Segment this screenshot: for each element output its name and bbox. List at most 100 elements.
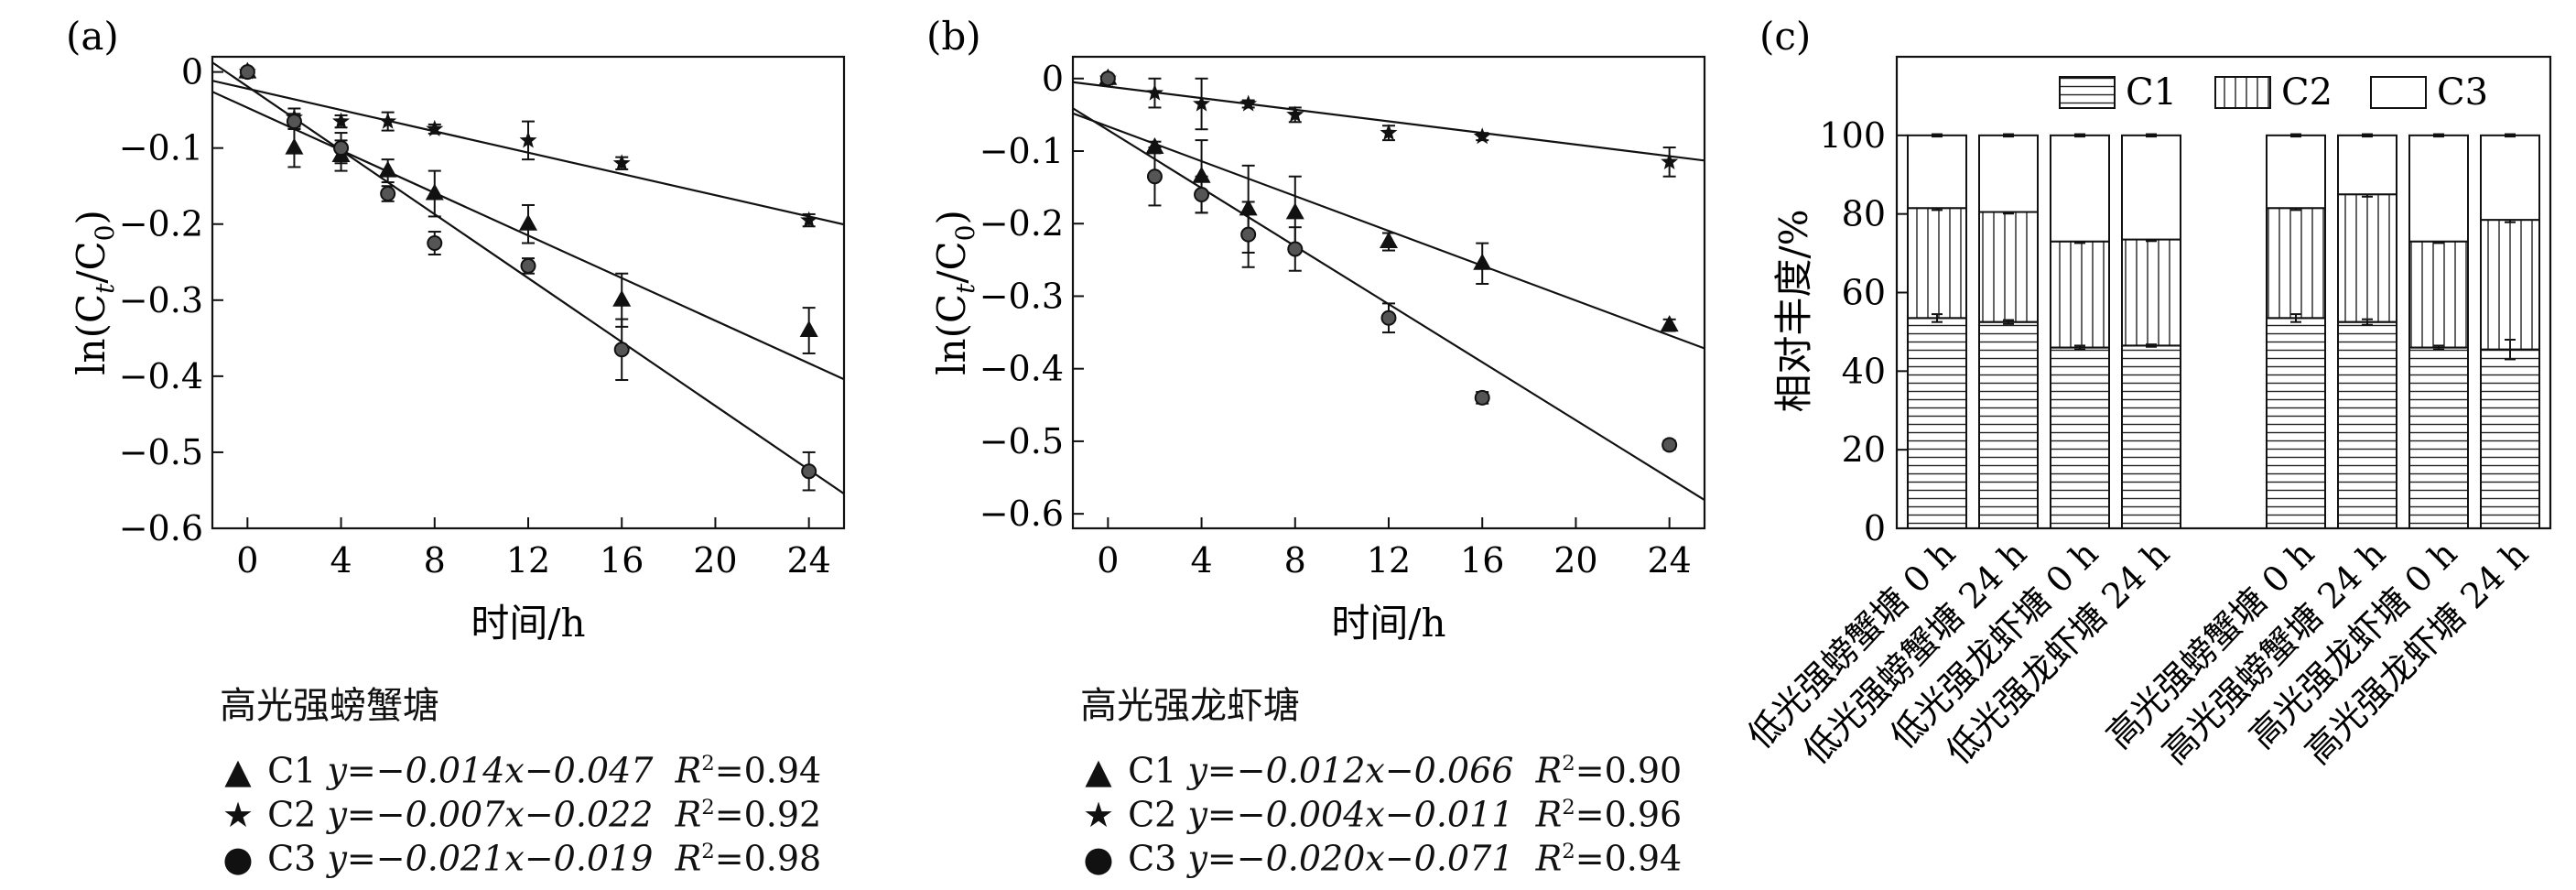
data-point-c2 [1145, 83, 1164, 101]
panel-a-legend-title: 高光强螃蟹塘 [220, 685, 439, 727]
panel-label: (b) [926, 14, 981, 59]
bar-segment-c1 [2480, 348, 2540, 529]
y-axis-label: ln(Ct/C0) [929, 210, 980, 375]
y-tick-label: −0.1 [980, 131, 1064, 171]
legend-equation: y=−0.004x−0.011 [1187, 794, 1514, 835]
data-point-c2 [519, 131, 537, 148]
y-tick-label: 20 [1842, 429, 1886, 470]
bar-segment-c3 [1907, 134, 1967, 210]
data-point-c3 [1474, 389, 1490, 406]
legend-series-name: C2 [1128, 794, 1177, 835]
bar-segment-c1 [2121, 344, 2181, 529]
y-tick-label: 40 [1842, 351, 1886, 391]
data-point-c1 [1380, 232, 1398, 249]
bar-segment-c1 [2050, 346, 2110, 530]
bar-segment-c1 [2266, 317, 2326, 530]
bar-segment-c2 [2121, 238, 2181, 347]
bar-segment-c2 [1978, 211, 2039, 323]
data-point-c3 [1099, 71, 1116, 87]
fit-line-c3 [212, 61, 844, 495]
y-tick-label: −0.2 [119, 204, 203, 244]
x-tick-label: 20 [693, 540, 737, 581]
data-point-c2 [332, 112, 351, 129]
x-axis-label: 时间/h [471, 601, 585, 646]
data-point-c2 [1473, 127, 1491, 145]
legend-r2: 0.90 [1604, 750, 1683, 791]
bar-segment-c3 [1978, 134, 2039, 213]
y-tick-label: −0.5 [980, 421, 1064, 461]
panel-b-legend-title: 高光强龙虾塘 [1080, 685, 1300, 727]
x-tick-label: 12 [1367, 540, 1411, 581]
data-point-c1 [425, 183, 444, 201]
data-point-c3 [520, 257, 536, 274]
legend-equation: y=−0.007x−0.022 [327, 794, 654, 835]
data-point-c3 [333, 140, 350, 157]
r-squared-label: R [675, 838, 702, 879]
legend-series-name: C2 [267, 794, 317, 835]
bar-segment-c3 [2337, 134, 2397, 196]
data-point-c2 [1380, 124, 1398, 141]
r-squared-label: R [1535, 750, 1563, 791]
triangle-icon: ▲ [1085, 750, 1112, 791]
data-point-c1 [799, 320, 818, 338]
panel-b-legend-c2: ★ C2 y=−0.004x−0.011 R2=0.96 [1080, 786, 1682, 835]
legend-r2: 0.96 [1604, 794, 1683, 835]
y-tick-label: 0 [181, 52, 203, 92]
x-tick-label: 16 [600, 540, 644, 581]
x-tick-label: 16 [1460, 540, 1504, 581]
panel-b-plot: 0 −0.1 −0.2 −0.3 −0.4 −0.5 −0.6 0 4 8 12 16 20 24 时间/h… [926, 14, 1706, 646]
legend-equation: y=−0.021x−0.019 [327, 838, 654, 879]
data-point-c3 [380, 186, 396, 202]
data-point-c3 [1287, 241, 1304, 257]
panel-label: (a) [66, 14, 119, 59]
bar-segment-c2 [2266, 207, 2326, 320]
r-squared-exponent: 2 [1562, 840, 1575, 863]
x-tick-label: 24 [786, 540, 830, 581]
r-squared-label: R [1535, 794, 1563, 835]
r-squared-exponent: 2 [701, 752, 715, 776]
bar-segment-c1 [2337, 320, 2397, 529]
bar-segment-c3 [2408, 134, 2469, 243]
y-tick-label: 0 [1864, 508, 1886, 548]
y-tick-label: 80 [1842, 194, 1886, 234]
x-tick-label: 8 [1284, 540, 1306, 581]
legend-swatch-c1 [2059, 76, 2116, 109]
legend-swatch-c3 [2370, 76, 2427, 109]
x-tick-label: 24 [1647, 540, 1691, 581]
legend-equation: y=−0.012x−0.066 [1187, 750, 1514, 791]
y-tick-label: −0.6 [980, 494, 1064, 534]
x-tick-label: 4 [330, 540, 352, 581]
data-point-c3 [1146, 168, 1163, 185]
x-tick-label: 20 [1553, 540, 1597, 581]
r-squared-exponent: 2 [1562, 752, 1575, 776]
data-point-c1 [612, 289, 632, 307]
y-axis-label: ln(Ct/C0) [69, 210, 120, 375]
data-point-c1 [1473, 253, 1492, 270]
data-point-c1 [1192, 166, 1211, 183]
bar-segment-c2 [2337, 193, 2397, 323]
data-point-c1 [285, 137, 304, 155]
legend-r2: 0.94 [1604, 838, 1683, 879]
legend-label: C3 [2437, 71, 2488, 114]
y-axis-label: 相对丰度/% [1771, 209, 1816, 412]
y-tick-label: 0 [1042, 59, 1064, 99]
x-tick-label: 4 [1190, 540, 1212, 581]
r-squared-label: R [1535, 838, 1563, 879]
panel-label: (c) [1759, 14, 1811, 59]
data-point-c2 [800, 211, 818, 228]
bar-segment-c1 [1978, 320, 2039, 529]
fit-line-c1 [1073, 112, 1705, 350]
y-tick-label: −0.5 [119, 432, 203, 472]
y-tick-label: −0.3 [119, 280, 203, 320]
data-point-c2 [1239, 94, 1258, 112]
circle-icon: ● [222, 838, 254, 879]
y-tick-label: 100 [1819, 115, 1886, 156]
panel-a-legend: 高光强螃蟹塘 ▲ C1 y=−0.014x−0.047 R2=0.94 ★ C2… [220, 676, 821, 879]
data-point-c1 [1145, 137, 1164, 155]
panel-b-legend-c3: ● C3 y=−0.020x−0.071 R2=0.94 [1080, 830, 1682, 879]
legend-label: C2 [2281, 71, 2332, 114]
data-point-c3 [613, 342, 630, 358]
y-tick-label: −0.4 [980, 349, 1064, 389]
